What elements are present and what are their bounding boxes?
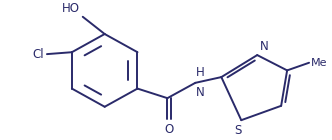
Text: HO: HO (62, 2, 80, 15)
Text: S: S (235, 124, 242, 137)
Text: N: N (196, 86, 205, 99)
Text: Cl: Cl (32, 48, 44, 61)
Text: H: H (196, 66, 205, 79)
Text: Me: Me (311, 58, 328, 68)
Text: N: N (260, 40, 269, 53)
Text: O: O (164, 123, 174, 136)
